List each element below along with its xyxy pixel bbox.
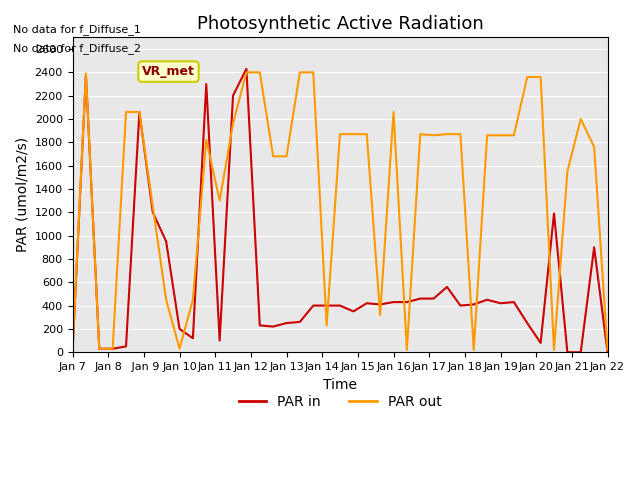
- Text: No data for f_Diffuse_2: No data for f_Diffuse_2: [13, 43, 141, 54]
- PAR out: [136, 109, 143, 115]
- PAR out: [283, 154, 291, 159]
- PAR out: [497, 132, 504, 138]
- Text: No data for f_Diffuse_1: No data for f_Diffuse_1: [13, 24, 141, 35]
- PAR out: [163, 297, 170, 302]
- PAR in: [430, 296, 438, 301]
- PAR in: [577, 349, 584, 355]
- PAR out: [430, 132, 438, 138]
- PAR out: [443, 131, 451, 137]
- PAR in: [564, 349, 572, 355]
- PAR in: [269, 324, 277, 329]
- PAR in: [470, 301, 477, 307]
- PAR out: [109, 346, 116, 352]
- PAR out: [202, 137, 210, 143]
- PAR in: [323, 303, 330, 309]
- PAR out: [243, 70, 250, 75]
- PAR in: [497, 300, 504, 306]
- PAR in: [136, 109, 143, 115]
- PAR in: [390, 299, 397, 305]
- PAR in: [163, 239, 170, 244]
- PAR in: [363, 300, 371, 306]
- PAR out: [403, 347, 411, 353]
- PAR in: [122, 344, 130, 349]
- PAR out: [363, 131, 371, 137]
- PAR in: [189, 336, 196, 341]
- PAR in: [376, 301, 384, 307]
- PAR out: [604, 347, 611, 353]
- X-axis label: Time: Time: [323, 377, 357, 392]
- PAR out: [256, 70, 264, 75]
- PAR in: [309, 303, 317, 309]
- PAR out: [510, 132, 518, 138]
- PAR out: [122, 109, 130, 115]
- PAR out: [216, 198, 223, 204]
- PAR out: [269, 154, 277, 159]
- PAR out: [229, 121, 237, 127]
- PAR out: [189, 297, 196, 302]
- PAR out: [68, 347, 76, 353]
- PAR out: [390, 109, 397, 115]
- Title: Photosynthetic Active Radiation: Photosynthetic Active Radiation: [196, 15, 483, 33]
- Legend: PAR in, PAR out: PAR in, PAR out: [233, 389, 447, 415]
- Y-axis label: PAR (umol/m2/s): PAR (umol/m2/s): [15, 137, 29, 252]
- PAR in: [403, 299, 411, 305]
- PAR out: [376, 312, 384, 318]
- PAR in: [149, 209, 157, 215]
- PAR in: [417, 296, 424, 301]
- PAR in: [524, 320, 531, 326]
- PAR in: [216, 338, 223, 344]
- PAR out: [470, 347, 477, 353]
- PAR out: [590, 144, 598, 150]
- PAR in: [283, 320, 291, 326]
- PAR in: [349, 309, 357, 314]
- PAR in: [336, 303, 344, 309]
- PAR in: [590, 244, 598, 250]
- PAR out: [417, 131, 424, 137]
- PAR in: [550, 211, 558, 216]
- PAR out: [336, 131, 344, 137]
- PAR in: [443, 284, 451, 290]
- PAR out: [537, 74, 545, 80]
- PAR in: [82, 72, 90, 78]
- PAR in: [537, 340, 545, 346]
- PAR in: [176, 326, 184, 332]
- PAR out: [82, 71, 90, 76]
- PAR in: [229, 93, 237, 98]
- PAR out: [309, 70, 317, 75]
- PAR in: [456, 303, 464, 309]
- PAR out: [149, 204, 157, 209]
- PAR out: [577, 116, 584, 122]
- PAR out: [296, 70, 304, 75]
- PAR in: [510, 299, 518, 305]
- Line: PAR out: PAR out: [72, 72, 607, 350]
- PAR in: [243, 66, 250, 72]
- Text: VR_met: VR_met: [142, 65, 195, 78]
- PAR out: [564, 168, 572, 174]
- PAR in: [256, 323, 264, 328]
- PAR in: [95, 346, 103, 352]
- PAR out: [95, 346, 103, 352]
- PAR in: [604, 349, 611, 355]
- PAR out: [524, 74, 531, 80]
- PAR out: [456, 131, 464, 137]
- PAR in: [109, 346, 116, 352]
- PAR in: [202, 81, 210, 87]
- PAR out: [323, 323, 330, 328]
- PAR out: [176, 346, 184, 352]
- PAR out: [349, 131, 357, 137]
- PAR out: [550, 347, 558, 353]
- PAR in: [68, 349, 76, 355]
- Line: PAR in: PAR in: [72, 69, 607, 352]
- PAR in: [296, 319, 304, 325]
- PAR out: [483, 132, 491, 138]
- PAR in: [483, 297, 491, 302]
